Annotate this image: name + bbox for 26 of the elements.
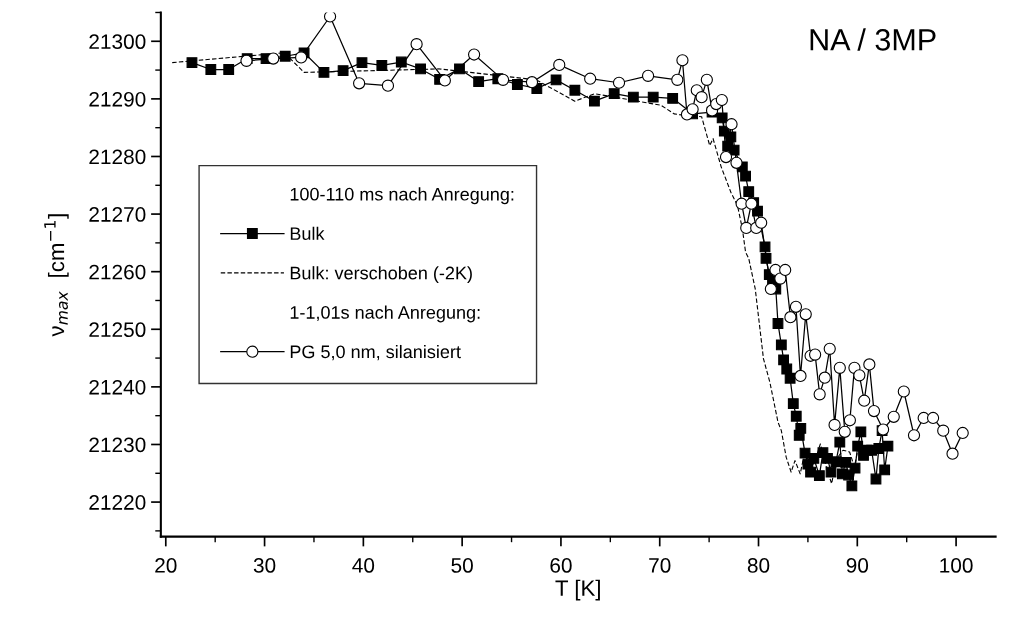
legend-label: Bulk (290, 226, 325, 241)
annotation: 1-1,01s nach Anregung: (290, 305, 480, 323)
annotation: 100-110 ms nach Anregung: (290, 187, 514, 205)
legend-label: Bulk: verschoben (-2K) (290, 266, 472, 283)
y-tick-label: 21280 (89, 149, 146, 165)
y-tick-label: 21270 (89, 207, 146, 222)
x-tick-label: 40 (352, 558, 375, 573)
x-tick-label: 20 (155, 558, 177, 573)
x-tick-label: 100 (940, 558, 973, 573)
y-tick-label: 21290 (89, 91, 146, 107)
y-tick-label: 21230 (89, 437, 146, 453)
legend-label: PG 5,0 nm, silanisiert (290, 344, 461, 361)
x-tick-label: 30 (253, 558, 276, 573)
x-tick-label: 60 (550, 558, 572, 573)
chart-title: NA / 3MP (810, 28, 936, 51)
x-axis-title: T [K] (555, 579, 600, 601)
y-tick-label: 21260 (89, 264, 146, 280)
y-tick-label: 21250 (89, 322, 146, 338)
x-tick-label: 70 (649, 558, 671, 573)
x-tick-label: 90 (846, 558, 869, 573)
x-tick-label: 50 (451, 558, 473, 573)
x-tick-label: 80 (747, 558, 770, 573)
y-tick-label: 21240 (89, 379, 146, 395)
y-axis-title: ν$_{max}$ [cm$^{−1}$] (44, 214, 69, 337)
y-tick-label: 21300 (89, 34, 146, 50)
y-tick-label: 21220 (89, 495, 146, 510)
